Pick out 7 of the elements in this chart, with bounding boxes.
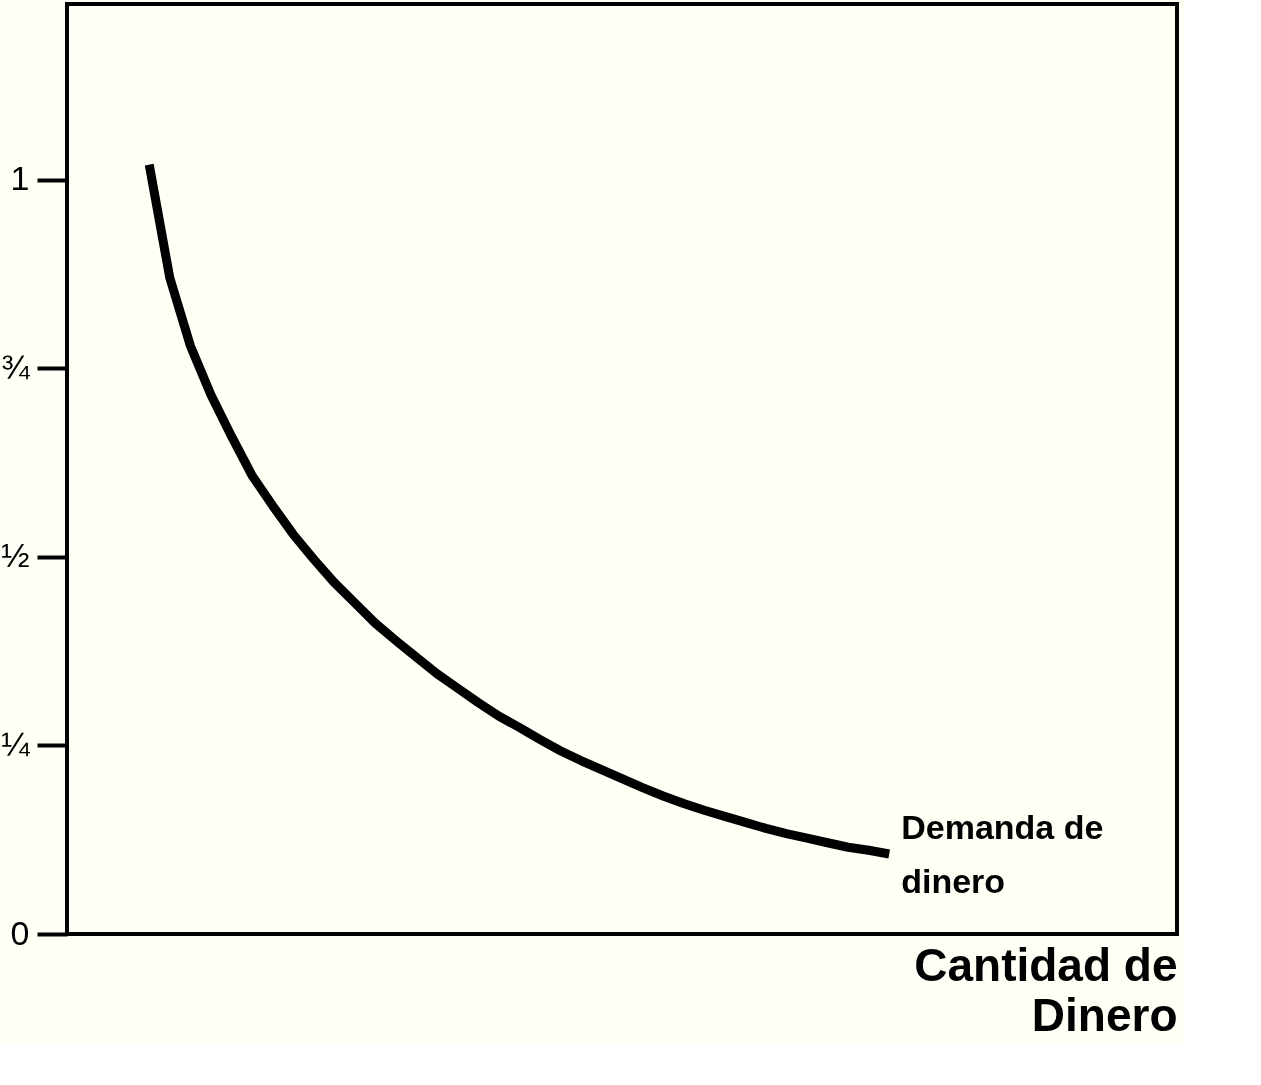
y-tick-label: ¼	[1, 724, 31, 763]
y-tick-label: ¾	[1, 347, 31, 386]
y-tick-label: ½	[1, 536, 30, 575]
x-axis-title: Cantidad de Dinero	[914, 938, 1178, 1041]
annotation: Demanda de dinero	[901, 808, 1104, 901]
y-tick-label: 1	[10, 159, 30, 198]
y-tick-label: 0	[10, 913, 30, 952]
